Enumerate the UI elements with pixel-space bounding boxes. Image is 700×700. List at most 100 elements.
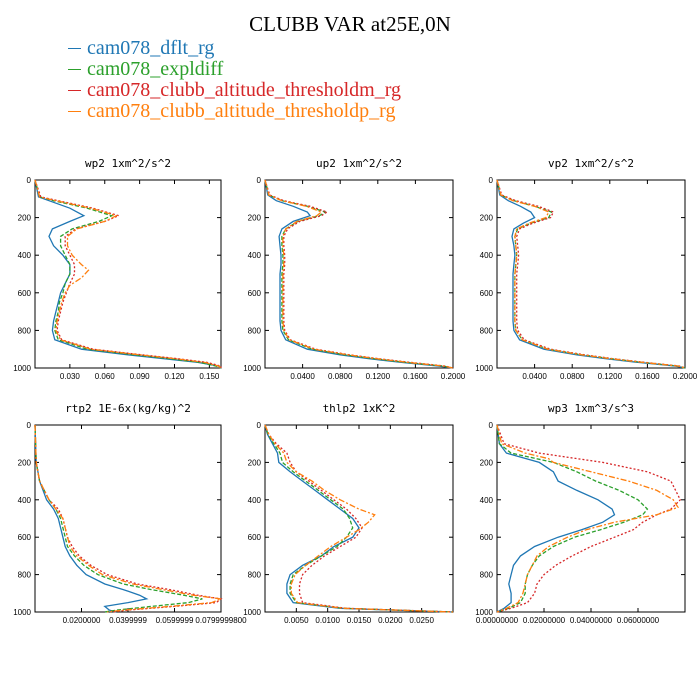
y-tick-label: 800 [248, 571, 262, 580]
legend-entry: cam078_clubb_altitude_thresholdp_rg [68, 101, 401, 122]
y-tick-label: 800 [480, 326, 494, 335]
legend: cam078_dflt_rg cam078_expldiff cam078_cl… [68, 38, 401, 122]
axes-frame [264, 179, 454, 369]
y-tick-label: 1000 [13, 608, 31, 617]
x-tick-label: 0.0200000 [63, 616, 101, 625]
series-line [264, 179, 454, 369]
legend-entry: cam078_dflt_rg [68, 38, 401, 59]
legend-swatch [68, 48, 81, 49]
y-tick-label: 0 [257, 176, 262, 185]
y-tick-label: 0 [489, 176, 494, 185]
x-tick-label: 0.0400 [522, 372, 547, 381]
x-tick-label: 0.02000000 [523, 616, 566, 625]
series-line [34, 179, 222, 368]
series-line [496, 179, 686, 369]
x-tick-label: 0.150 [199, 372, 220, 381]
series-line [34, 424, 203, 613]
y-tick-label: 200 [248, 214, 262, 223]
y-tick-label: 0 [27, 421, 32, 430]
y-tick-label: 600 [248, 289, 262, 298]
x-tick-label: 0.0799999800 [195, 616, 247, 625]
x-tick-label: 0.1200 [598, 372, 623, 381]
y-tick-label: 1000 [475, 364, 493, 373]
y-tick-label: 0 [257, 421, 262, 430]
x-tick-label: 0.0400 [290, 372, 315, 381]
series-line [264, 424, 454, 613]
series-line [496, 424, 679, 613]
x-tick-label: 0.00000000 [476, 616, 519, 625]
x-tick-label: 0.04000000 [570, 616, 613, 625]
legend-entry: cam078_expldiff [68, 59, 401, 80]
figure-title: CLUBB VAR at25E,0N [249, 12, 451, 36]
x-tick-label: 0.2000 [673, 372, 698, 381]
legend-swatch [68, 90, 81, 91]
panel-title: wp2 1xm^2/s^2 [85, 157, 171, 170]
x-tick-label: 0.030 [60, 372, 81, 381]
y-tick-label: 200 [18, 214, 32, 223]
y-tick-label: 0 [489, 421, 494, 430]
series-line [34, 424, 223, 613]
y-tick-label: 600 [248, 533, 262, 542]
y-tick-label: 400 [248, 251, 262, 260]
y-tick-label: 800 [248, 326, 262, 335]
series-line [496, 179, 686, 369]
x-tick-label: 0.1600 [635, 372, 660, 381]
x-tick-label: 0.0800 [560, 372, 585, 381]
series-line [496, 424, 682, 613]
y-tick-label: 200 [248, 458, 262, 467]
y-tick-label: 800 [480, 571, 494, 580]
y-tick-label: 1000 [243, 608, 261, 617]
axes-frame [496, 179, 686, 369]
series-line [496, 179, 686, 369]
legend-label: cam078_dflt_rg [87, 37, 215, 59]
panel-title: vp2 1xm^2/s^2 [548, 157, 634, 170]
y-tick-label: 1000 [13, 364, 31, 373]
x-tick-label: 0.0399999 [109, 616, 147, 625]
y-tick-label: 200 [18, 458, 32, 467]
panel-title: up2 1xm^2/s^2 [316, 157, 402, 170]
legend-swatch [68, 69, 81, 70]
y-tick-label: 200 [480, 214, 494, 223]
y-tick-label: 600 [18, 289, 32, 298]
series-line [264, 424, 454, 613]
x-tick-label: 0.2000 [441, 372, 466, 381]
legend-label: cam078_expldiff [87, 58, 224, 80]
y-tick-label: 400 [248, 496, 262, 505]
x-tick-label: 0.0800 [328, 372, 353, 381]
series-line [34, 424, 149, 613]
panel-title: rtp2 1E-6x(kg/kg)^2 [65, 402, 191, 415]
panel-title: thlp2 1xK^2 [323, 402, 396, 415]
series-line [34, 179, 222, 369]
x-tick-label: 0.1200 [366, 372, 391, 381]
panel-title: wp3 1xm^3/s^3 [548, 402, 634, 415]
y-tick-label: 600 [480, 533, 494, 542]
legend-label: cam078_clubb_altitude_thresholdp_rg [87, 100, 396, 122]
y-tick-label: 1000 [243, 364, 261, 373]
x-tick-label: 0.0100 [315, 616, 340, 625]
y-tick-label: 600 [480, 289, 494, 298]
series-line [264, 179, 454, 369]
axes-frame [34, 179, 222, 369]
series-line [264, 179, 454, 369]
y-tick-label: 400 [480, 251, 494, 260]
series-line [34, 424, 224, 613]
y-tick-label: 400 [18, 251, 32, 260]
series-line [34, 179, 222, 369]
legend-swatch [68, 111, 81, 112]
series-line [264, 179, 454, 369]
series-line [496, 424, 616, 613]
y-tick-label: 200 [480, 458, 494, 467]
y-tick-label: 600 [18, 533, 32, 542]
y-tick-label: 0 [27, 176, 32, 185]
x-tick-label: 0.060 [95, 372, 116, 381]
x-tick-label: 0.0050 [284, 616, 309, 625]
series-line [34, 179, 222, 369]
x-tick-label: 0.1600 [403, 372, 428, 381]
y-tick-label: 400 [480, 496, 494, 505]
y-tick-label: 800 [18, 326, 32, 335]
x-tick-label: 0.090 [130, 372, 151, 381]
legend-label: cam078_clubb_altitude_thresholdm_rg [87, 79, 402, 101]
x-tick-label: 0.0150 [347, 616, 372, 625]
x-tick-label: 0.0599999 [156, 616, 194, 625]
